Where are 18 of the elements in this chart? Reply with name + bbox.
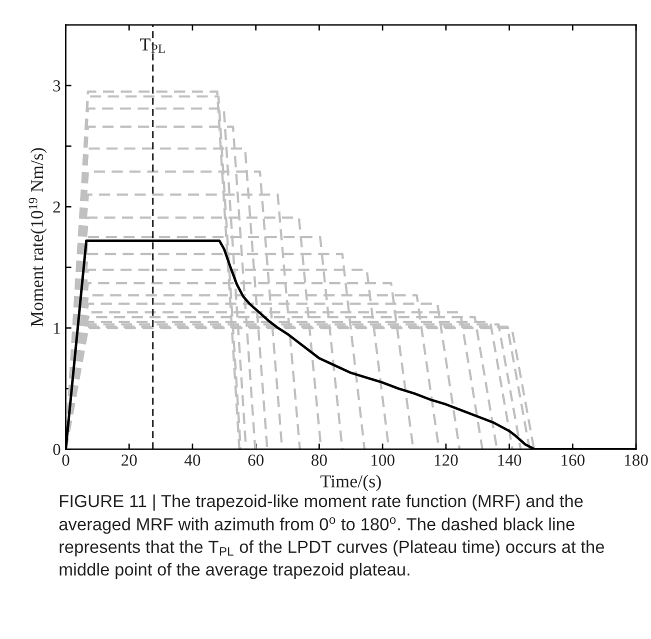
- x-tick-label: 0: [62, 454, 70, 466]
- y-tick-label: 3: [53, 80, 60, 92]
- y-axis-title: Moment rate(10$^{19}$ Nm/s): [28, 148, 47, 326]
- y-tick-label: 0: [53, 444, 60, 456]
- y-tick-label: 2: [53, 202, 60, 213]
- x-tick-label: 20: [122, 454, 137, 466]
- y-tick-label: 1: [54, 322, 60, 334]
- ref-line-label: T$_{PL}$: [140, 38, 165, 53]
- x-tick-label: 140: [498, 454, 522, 466]
- x-tick-label: 160: [562, 454, 585, 466]
- x-tick-label: 80: [312, 454, 327, 466]
- x-tick-label: 60: [248, 454, 264, 466]
- x-tick-label: 120: [434, 454, 458, 466]
- x-axis-title: Time/(s): [320, 474, 381, 492]
- x-tick-label: 40: [184, 454, 200, 466]
- text: FIGURE 11 | The trapezoid-like moment rate function (MRF) and the averaged MRF with azimuth from 0$^{o}$ to 180$^{o}$. The dashed black line represents that the T$_{PL}$ of the LPDT curves (Plateau time) occurs at the middle point of the average trapezoid plateau.: [59, 494, 604, 580]
- x-tick-label: 100: [372, 454, 394, 466]
- x-tick-label: 180: [624, 454, 648, 466]
